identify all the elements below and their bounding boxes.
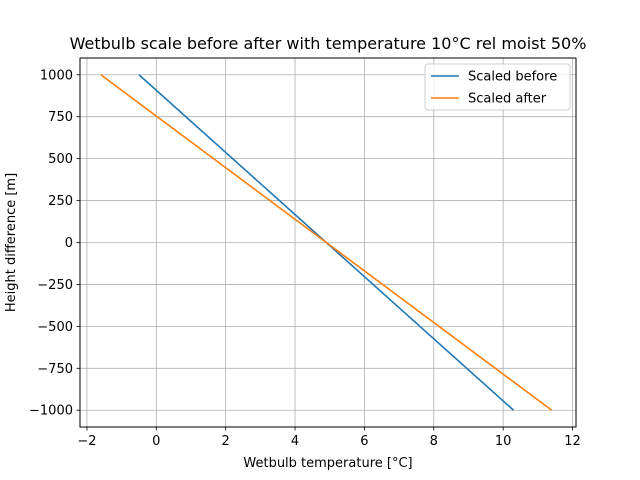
y-tick-label: 250 <box>48 194 73 209</box>
x-tick-label: 12 <box>564 434 581 449</box>
y-tick-label: −500 <box>37 320 73 335</box>
chart-title: Wetbulb scale before after with temperat… <box>70 34 587 53</box>
x-tick-label: 4 <box>291 434 299 449</box>
x-tick-label: 0 <box>152 434 160 449</box>
x-tick-label: 8 <box>430 434 438 449</box>
y-tick-label: 500 <box>48 152 73 167</box>
y-tick-label: −250 <box>37 278 73 293</box>
y-tick-label: −750 <box>37 362 73 377</box>
x-tick-label: 2 <box>222 434 230 449</box>
axis-ticks: −2 0 2 4 6 8 10 12 −1000 −750 −500 −250 0 250 500 750 10… <box>29 68 581 449</box>
y-tick-label: 750 <box>48 110 73 125</box>
y-tick-label: 1000 <box>40 68 73 83</box>
x-tick-label: 10 <box>495 434 512 449</box>
y-tick-label: −1000 <box>29 404 73 419</box>
y-tick-label: 0 <box>65 236 73 251</box>
x-tick-label: −2 <box>77 434 96 449</box>
legend-label: Scaled before <box>468 70 557 85</box>
x-tick-label: 6 <box>360 434 368 449</box>
grid-lines <box>80 58 576 427</box>
y-axis-label: Height difference [m] <box>4 173 19 312</box>
series-layer <box>100 74 553 411</box>
series-line-1 <box>100 74 553 411</box>
x-axis-label: Wetbulb temperature [°C] <box>243 456 412 471</box>
legend: Scaled before Scaled after <box>424 63 571 111</box>
legend-label: Scaled after <box>468 92 547 107</box>
legend-box <box>424 63 571 111</box>
